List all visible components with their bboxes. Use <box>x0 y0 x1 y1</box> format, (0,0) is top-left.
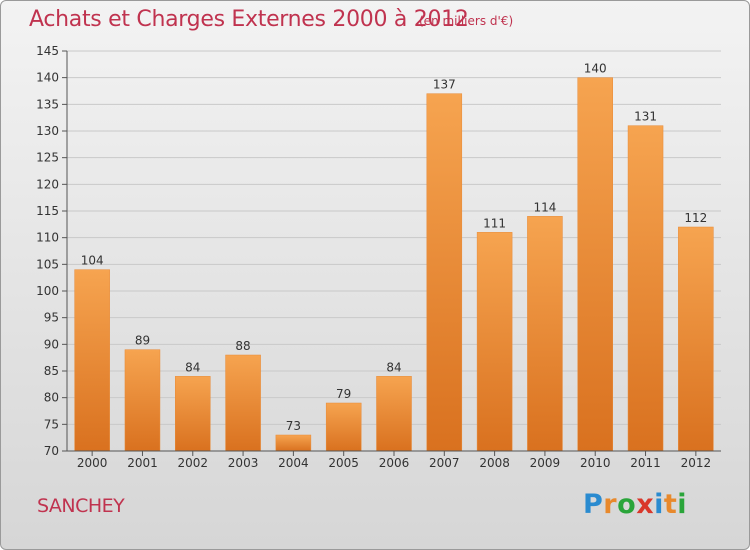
chart-subtitle: (en milliers d'€) <box>419 14 514 28</box>
y-tick-label: 85 <box>44 364 59 378</box>
bar-2005 <box>325 402 362 452</box>
bar-2003 <box>225 354 261 452</box>
data-label-2007: 137 <box>433 78 456 92</box>
x-tick-label-2003: 2003 <box>228 456 259 470</box>
logo-letter: r <box>603 489 618 520</box>
x-tick-label-2004: 2004 <box>278 456 309 470</box>
x-tick-label-2011: 2011 <box>630 456 661 470</box>
data-label-2011: 131 <box>634 110 657 124</box>
data-label-2006: 84 <box>386 360 401 374</box>
proxiti-logo: Proxiti <box>583 489 687 520</box>
logo-letter: t <box>663 489 678 520</box>
data-label-2010: 140 <box>584 62 607 76</box>
y-tick-label: 70 <box>44 444 59 458</box>
x-tick-label-2002: 2002 <box>177 456 208 470</box>
x-tick-label-2008: 2008 <box>479 456 510 470</box>
x-tick-label-2010: 2010 <box>580 456 611 470</box>
y-tick-label: 90 <box>44 337 59 351</box>
location-name: SANCHEY <box>37 495 125 517</box>
y-tick-label: 125 <box>36 151 59 165</box>
data-label-2012: 112 <box>684 211 707 225</box>
y-tick-label: 120 <box>36 177 59 191</box>
bar-2004 <box>275 434 312 452</box>
x-tick-label-2001: 2001 <box>127 456 158 470</box>
data-label-2005: 79 <box>336 387 351 401</box>
x-tick-label-2012: 2012 <box>681 456 712 470</box>
data-label-2002: 84 <box>185 360 200 374</box>
bar-2002 <box>175 376 211 452</box>
logo-letter: P <box>583 489 604 520</box>
bar-2012 <box>678 226 714 452</box>
data-label-2001: 89 <box>135 334 150 348</box>
x-tick-label-2000: 2000 <box>77 456 108 470</box>
logo-letter: i <box>677 489 688 520</box>
x-tick-label-2006: 2006 <box>379 456 410 470</box>
y-tick-label: 105 <box>36 257 59 271</box>
data-label-2008: 111 <box>483 216 506 230</box>
bar-2008 <box>476 232 513 452</box>
x-tick-label-2007: 2007 <box>429 456 460 470</box>
y-tick-label: 130 <box>36 124 59 138</box>
logo-letter: o <box>617 489 637 520</box>
y-tick-label: 75 <box>44 417 59 431</box>
logo-letter: i <box>654 489 664 520</box>
y-tick-label: 110 <box>36 231 59 245</box>
y-tick-label: 95 <box>44 311 59 325</box>
chart-title: Achats et Charges Externes 2000 à 2012 <box>29 7 469 32</box>
x-tick-label-2009: 2009 <box>530 456 561 470</box>
y-tick-label: 140 <box>36 71 59 85</box>
y-tick-label: 100 <box>36 284 59 298</box>
bar-2001 <box>124 349 161 452</box>
logo-letter: x <box>636 489 655 520</box>
bar-2011 <box>627 125 664 452</box>
data-label-2003: 88 <box>235 339 250 353</box>
y-tick-label: 80 <box>44 391 59 405</box>
bar-2006 <box>376 376 412 452</box>
data-label-2004: 73 <box>286 419 301 433</box>
x-tick-label-2005: 2005 <box>328 456 359 470</box>
bar-2007 <box>426 93 463 452</box>
bar-2009 <box>527 216 563 452</box>
y-tick-label: 115 <box>36 204 59 218</box>
y-tick-label: 145 <box>36 44 59 58</box>
bar-2010 <box>577 77 613 452</box>
y-tick-label: 135 <box>36 97 59 111</box>
data-label-2009: 114 <box>533 200 556 214</box>
bar-2000 <box>74 269 110 452</box>
data-label-2000: 104 <box>81 254 104 268</box>
